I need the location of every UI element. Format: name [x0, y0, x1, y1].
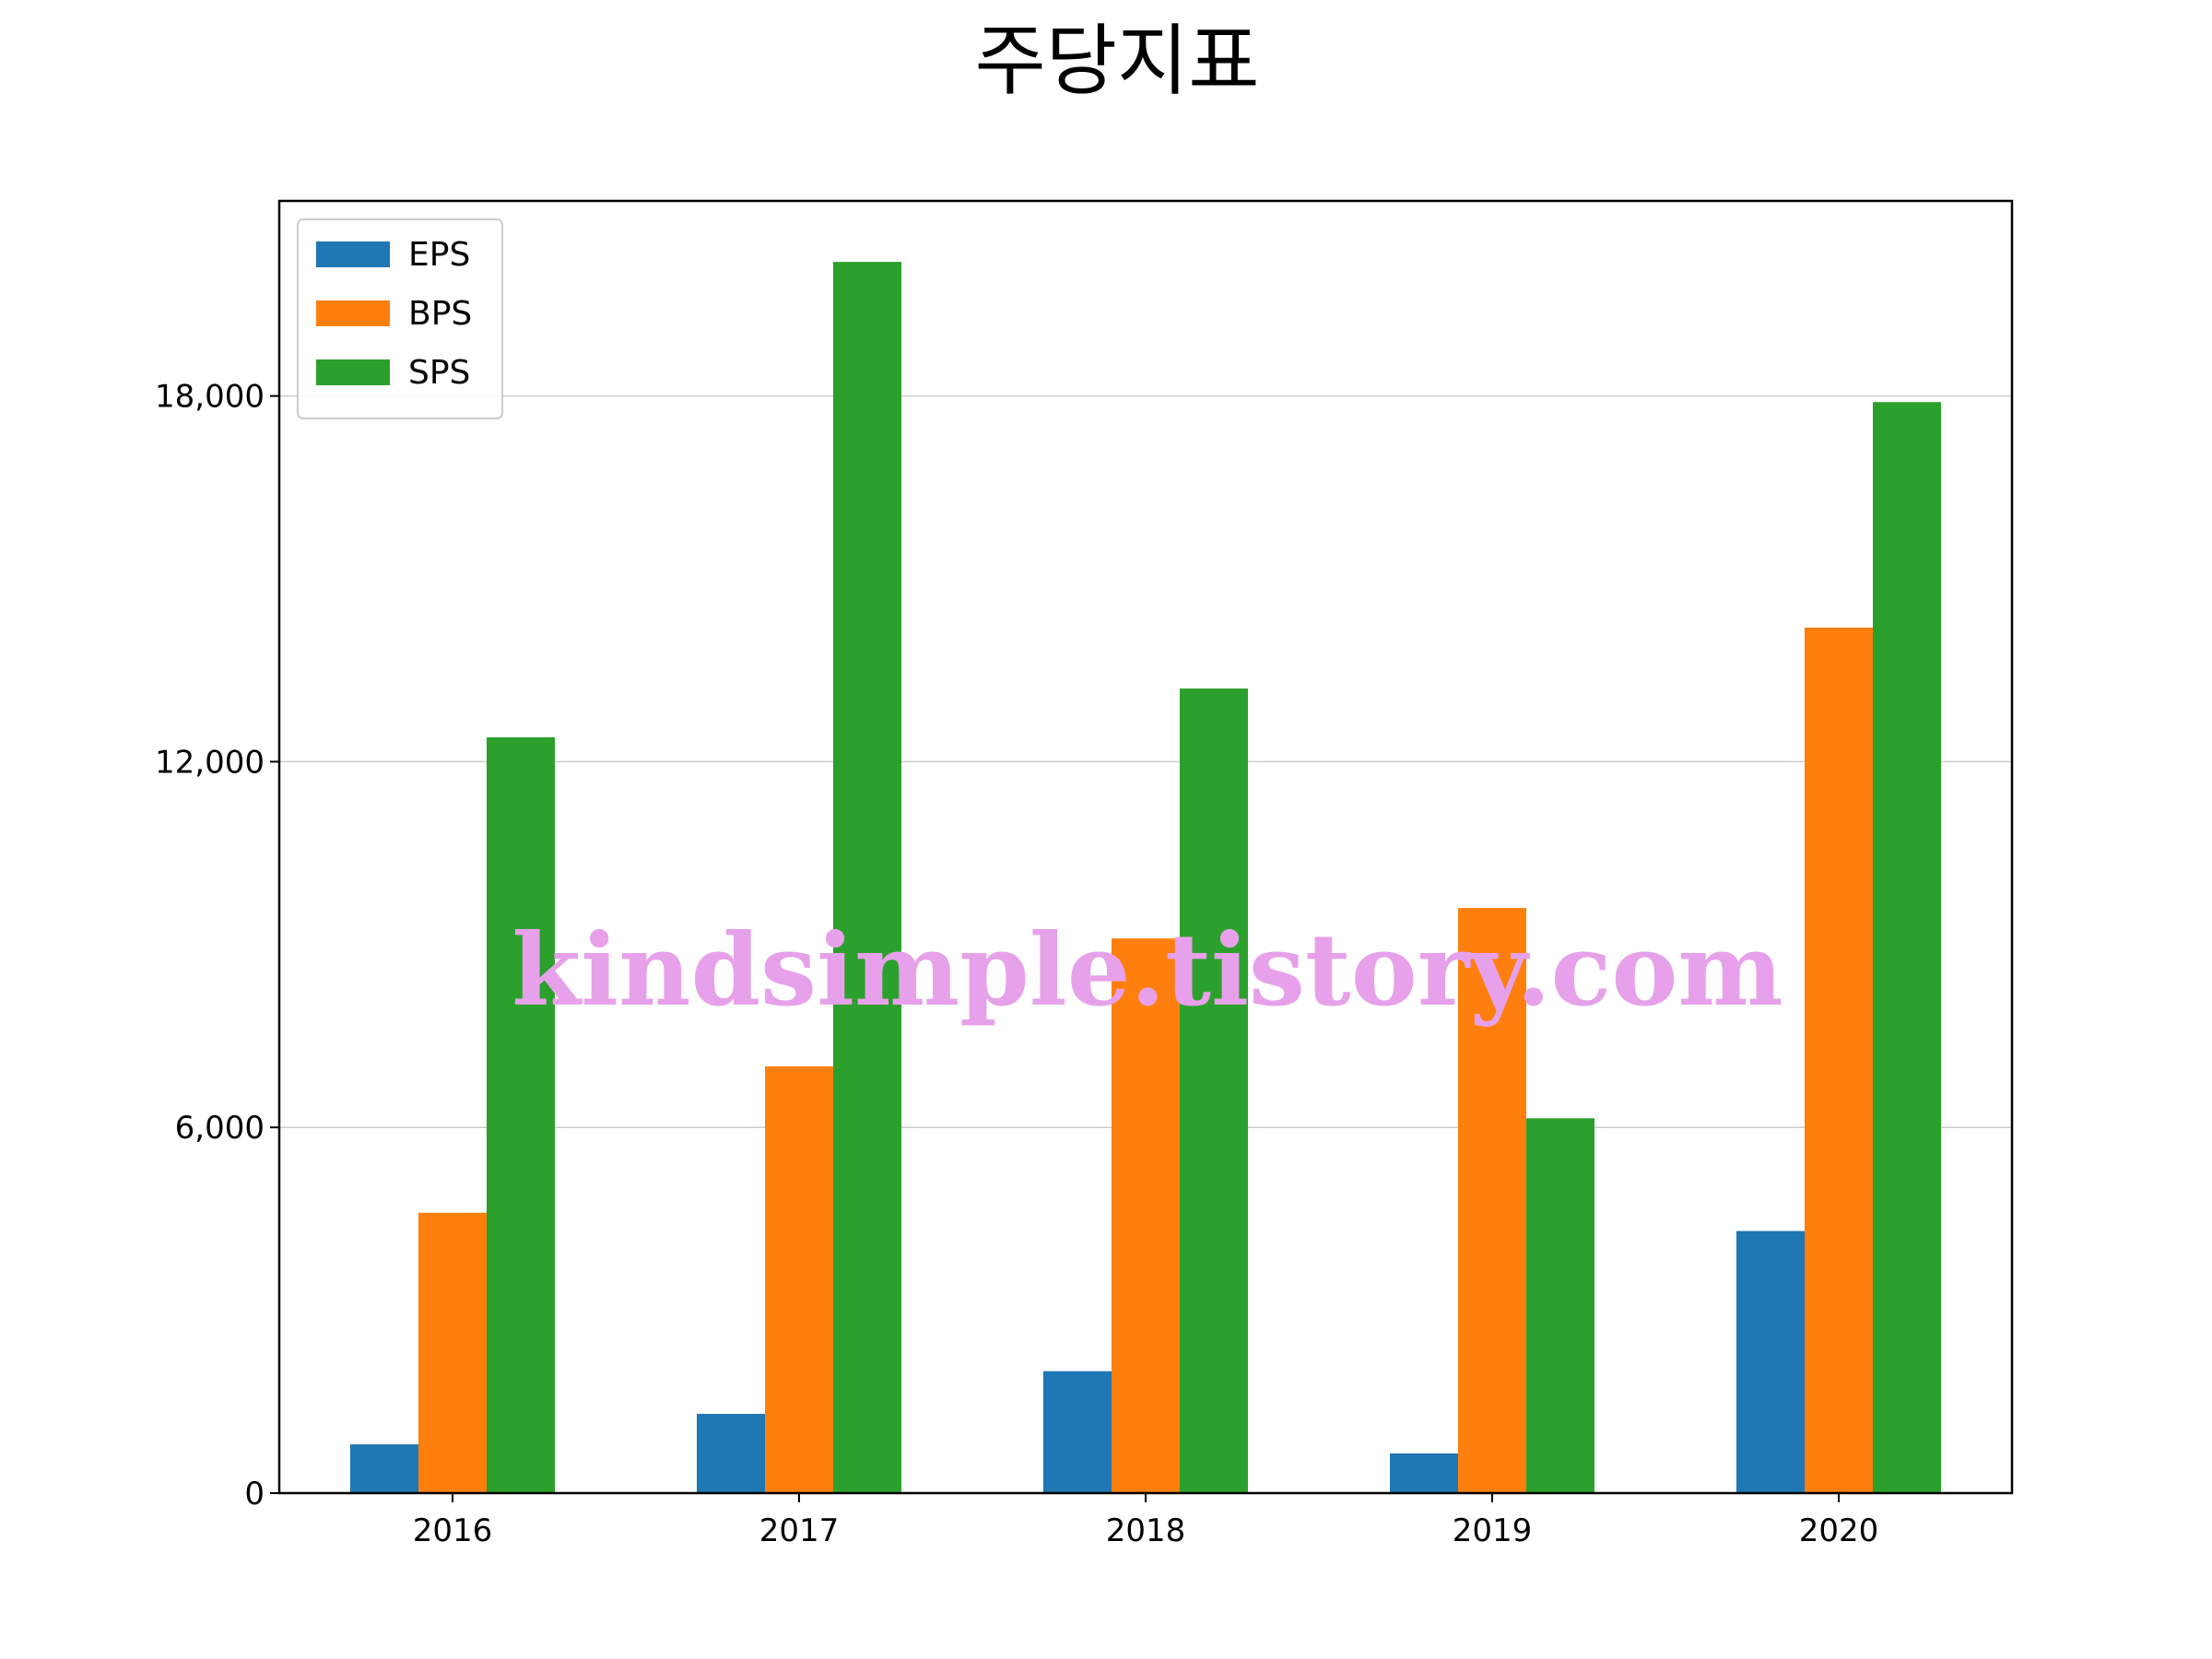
x-tick-label: 2017	[759, 1512, 840, 1549]
x-tick-label: 2018	[1106, 1512, 1186, 1549]
x-tick-label: 2016	[413, 1512, 493, 1549]
legend-swatch-sps	[316, 359, 390, 385]
bar-eps-2018	[1043, 1371, 1112, 1493]
bar-eps-2017	[697, 1414, 765, 1493]
bar-bps-2016	[418, 1212, 487, 1493]
legend: EPS BPS SPS	[297, 218, 503, 419]
legend-label-sps: SPS	[408, 354, 470, 392]
legend-label-eps: EPS	[408, 236, 470, 274]
bar-bps-2020	[1805, 627, 1873, 1493]
bar-sps-2019	[1526, 1118, 1594, 1493]
chart-title: 주당지표	[974, 16, 1259, 106]
legend-label-bps: BPS	[408, 295, 472, 333]
bar-sps-2018	[1180, 688, 1248, 1493]
bar-sps-2020	[1873, 402, 1941, 1493]
x-tick-label: 2019	[1453, 1512, 1533, 1549]
bar-sps-2017	[833, 262, 901, 1493]
axes: 0 6,000 12,000 18,000 2016 2017 2018 2019 2020	[155, 379, 1878, 1549]
y-tick-label: 18,000	[155, 379, 265, 416]
bar-eps-2020	[1736, 1230, 1805, 1493]
legend-swatch-bps	[316, 300, 390, 326]
legend-swatch-eps	[316, 241, 390, 267]
y-tick-label: 0	[244, 1476, 265, 1512]
bar-eps-2019	[1390, 1453, 1458, 1493]
bar-sps-2016	[487, 736, 555, 1493]
bar-bps-2019	[1458, 908, 1526, 1493]
bar-bps-2017	[765, 1066, 833, 1493]
bar-bps-2018	[1112, 938, 1180, 1493]
x-tick-label: 2020	[1799, 1512, 1879, 1549]
watermark: kindsimple.tistory.com	[512, 912, 1783, 1029]
y-tick-label: 12,000	[155, 744, 265, 781]
bars	[350, 262, 1941, 1493]
bar-eps-2016	[350, 1444, 418, 1493]
y-tick-label: 6,000	[175, 1110, 265, 1147]
